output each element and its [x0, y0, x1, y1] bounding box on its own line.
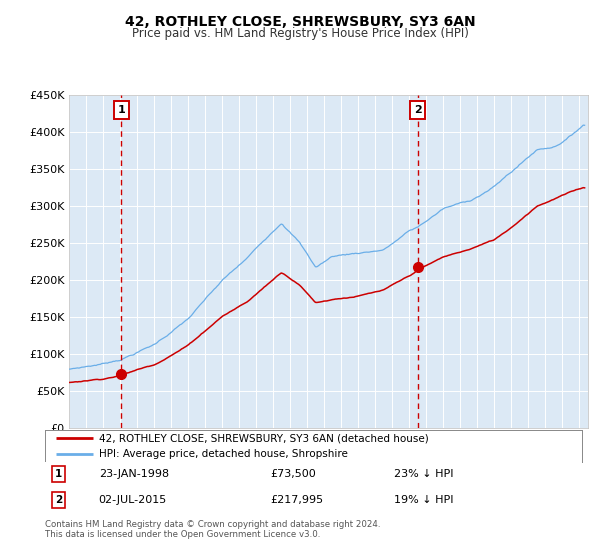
Text: 23-JAN-1998: 23-JAN-1998 [98, 469, 169, 479]
Text: £217,995: £217,995 [271, 495, 323, 505]
Text: 2: 2 [55, 495, 62, 505]
Text: Price paid vs. HM Land Registry's House Price Index (HPI): Price paid vs. HM Land Registry's House … [131, 27, 469, 40]
Text: 02-JUL-2015: 02-JUL-2015 [98, 495, 167, 505]
Text: 23% ↓ HPI: 23% ↓ HPI [394, 469, 454, 479]
Text: HPI: Average price, detached house, Shropshire: HPI: Average price, detached house, Shro… [98, 449, 347, 459]
Text: 1: 1 [55, 469, 62, 479]
Text: 42, ROTHLEY CLOSE, SHREWSBURY, SY3 6AN (detached house): 42, ROTHLEY CLOSE, SHREWSBURY, SY3 6AN (… [98, 433, 428, 444]
Text: 19% ↓ HPI: 19% ↓ HPI [394, 495, 454, 505]
Text: Contains HM Land Registry data © Crown copyright and database right 2024.
This d: Contains HM Land Registry data © Crown c… [45, 520, 380, 539]
Text: 42, ROTHLEY CLOSE, SHREWSBURY, SY3 6AN: 42, ROTHLEY CLOSE, SHREWSBURY, SY3 6AN [125, 15, 475, 29]
Text: 2: 2 [414, 105, 422, 115]
Text: 1: 1 [118, 105, 125, 115]
Text: £73,500: £73,500 [271, 469, 316, 479]
